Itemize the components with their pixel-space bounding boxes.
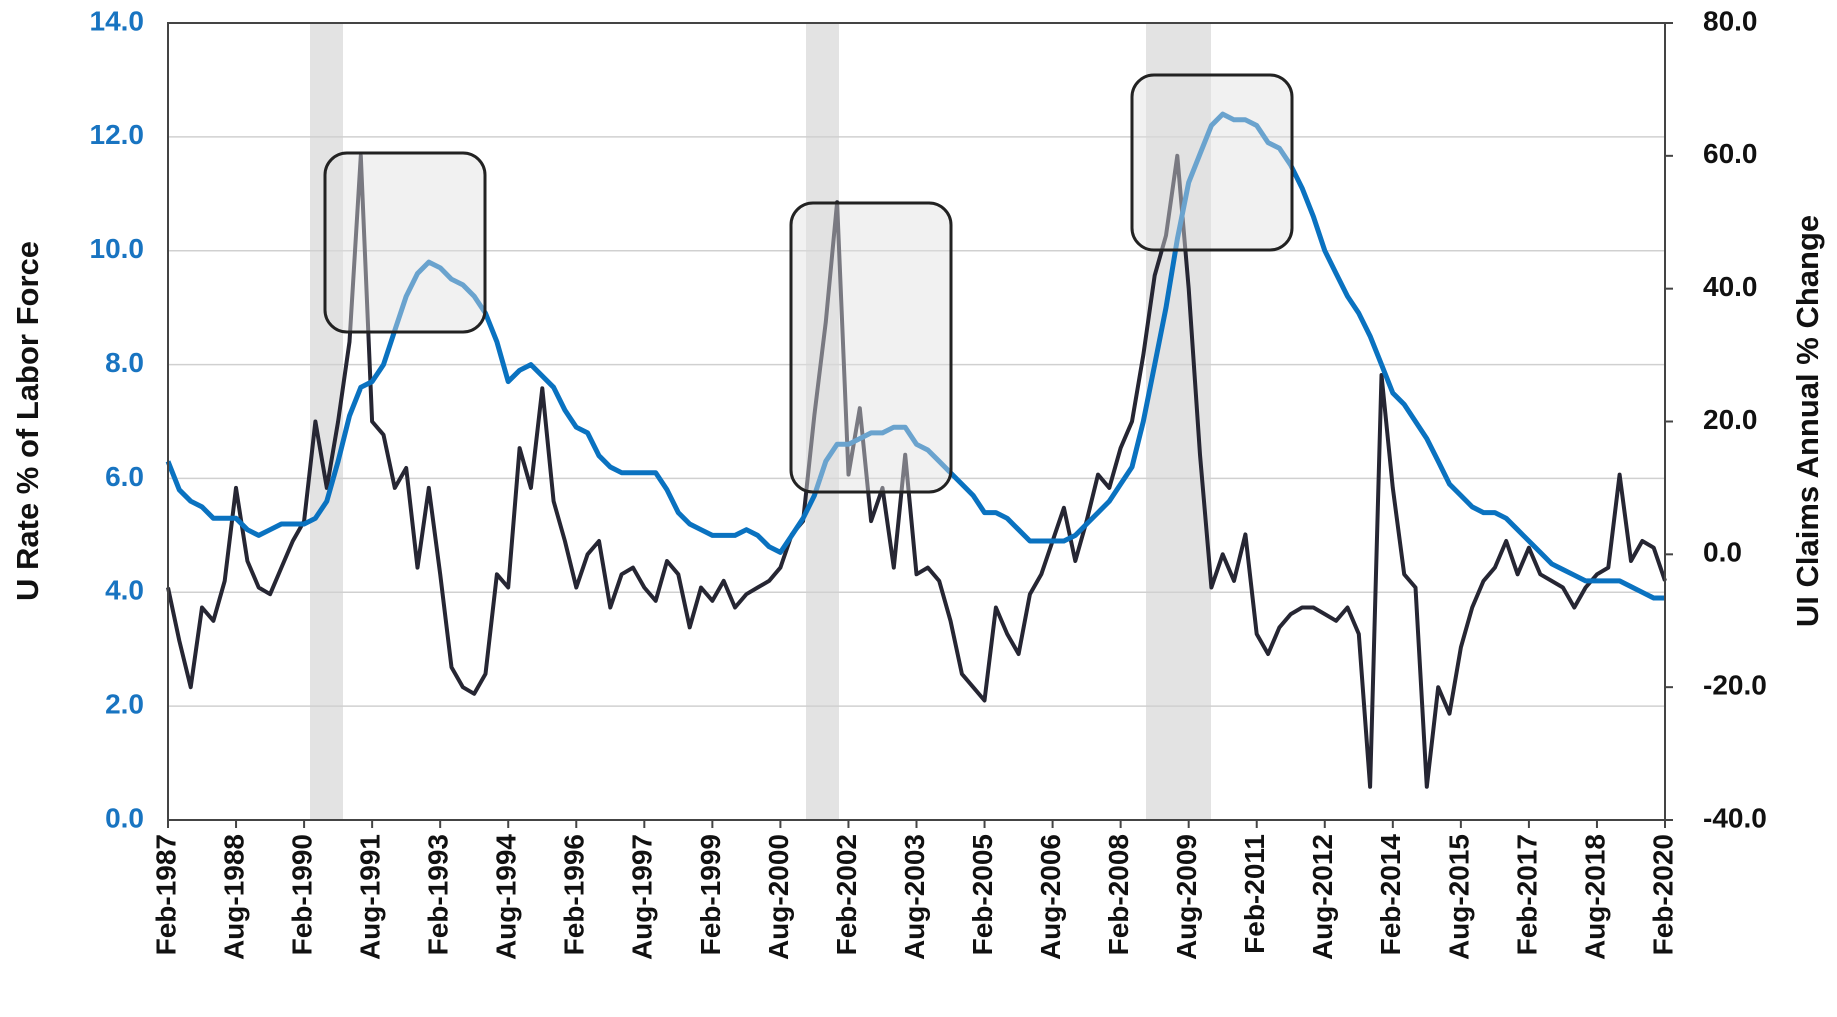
y-tick-label: 2.0: [105, 689, 144, 720]
x-tick-label: Feb-2014: [1375, 834, 1406, 956]
y2-tick-label: -40.0: [1703, 802, 1767, 833]
y2-axis-title: UI Claims Annual % Change: [1790, 215, 1825, 627]
highlight-box: [1130, 73, 1294, 252]
y2-tick-label: 80.0: [1703, 5, 1758, 36]
x-tick-label: Aug-2009: [1171, 834, 1202, 960]
highlight-box: [789, 201, 953, 494]
y-tick-label: 0.0: [105, 802, 144, 833]
x-tick-label: Feb-2011: [1239, 834, 1270, 954]
x-tick-label: Aug-2018: [1579, 834, 1610, 960]
y-tick-label: 10.0: [90, 233, 145, 264]
x-tick-label: Feb-2008: [1103, 834, 1134, 955]
series-line: [166, 153, 1667, 789]
recession-band: [806, 23, 839, 820]
y-axis-title: U Rate % of Labor Force: [10, 241, 45, 601]
y-tick-label: 8.0: [105, 347, 144, 378]
x-tick-label: Aug-2015: [1443, 834, 1474, 960]
series-line: [165, 111, 1665, 601]
y2-tick-label: 40.0: [1703, 271, 1758, 302]
x-tick-label: Feb-2002: [831, 834, 862, 955]
x-tick-label: Aug-1994: [491, 834, 522, 960]
x-tick-label: Aug-1997: [627, 834, 658, 960]
x-tick-label: Aug-2006: [1035, 834, 1066, 960]
x-tick-label: Feb-1987: [150, 834, 181, 955]
y2-tick-label: -20.0: [1703, 670, 1767, 701]
x-tick-label: Aug-2012: [1307, 834, 1338, 960]
x-tick-label: Aug-2003: [899, 834, 930, 960]
x-tick-label: Feb-2005: [967, 834, 998, 955]
y2-tick-label: 60.0: [1703, 138, 1758, 169]
y2-tick-label: 0.0: [1703, 537, 1742, 568]
y-tick-label: 4.0: [105, 575, 144, 606]
y-tick-label: 6.0: [105, 461, 144, 492]
x-tick-label: Aug-2000: [763, 834, 794, 960]
x-tick-label: Feb-1999: [695, 834, 726, 955]
y2-tick-label: 20.0: [1703, 404, 1758, 435]
x-tick-label: Feb-2020: [1647, 834, 1678, 955]
x-tick-label: Aug-1988: [218, 834, 249, 960]
y-tick-label: 12.0: [90, 119, 145, 150]
x-tick-label: Feb-1996: [559, 834, 590, 955]
highlight-box: [323, 151, 487, 334]
y-tick-label: 14.0: [90, 5, 145, 36]
x-tick-label: Feb-2017: [1511, 834, 1542, 955]
x-tick-label: Feb-1993: [423, 834, 454, 955]
x-tick-label: Feb-1990: [286, 834, 317, 955]
x-tick-label: Aug-1991: [355, 834, 386, 960]
